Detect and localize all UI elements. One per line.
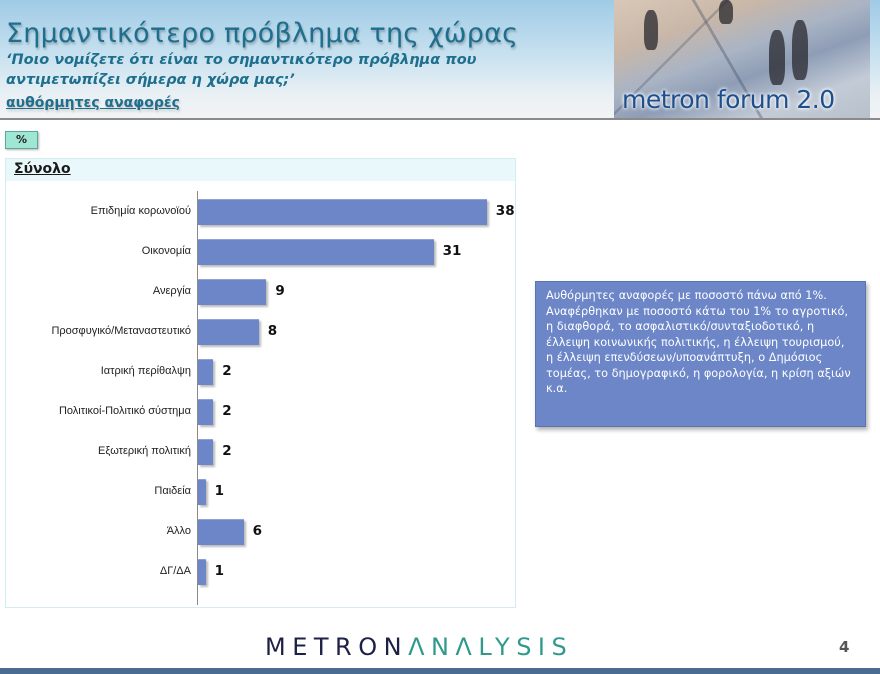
bar-row: Εξωτερική πολιτική 2	[6, 439, 517, 465]
bar	[198, 239, 434, 265]
category-label: Εξωτερική πολιτική	[97, 445, 191, 457]
bar-value-label: 1	[214, 483, 224, 499]
bar	[198, 279, 267, 305]
bar-row: Ιατρική περίθαλψη 2	[6, 359, 517, 385]
bar-row: Πολιτικοί-Πολιτικό σύστημα 2	[6, 399, 517, 425]
category-label: Παιδεία	[154, 485, 191, 497]
bar	[198, 559, 206, 585]
page-number: 4	[839, 638, 850, 656]
bar-value-label: 6	[252, 523, 262, 539]
category-label: Ιατρική περίθαλψη	[100, 365, 191, 377]
bar	[198, 519, 244, 545]
chart-panel: Σύνολο Επιδημία κορωνοϊού 38 Οικονομία 31 Αν…	[5, 158, 516, 608]
bar-row: Προσφυγικό/Μεταναστευτικό 8	[6, 319, 517, 345]
bar	[198, 319, 259, 345]
bar-value-label: 2	[222, 403, 232, 419]
chart-panel-header: Σύνολο	[6, 159, 515, 181]
category-label: ΔΓ/ΔΑ	[159, 565, 191, 577]
bar-value-label: 1	[214, 563, 224, 579]
metron-analysis-logo: METRONΛNΛLYSIS	[265, 633, 573, 661]
bar-row: Ανεργία 9	[6, 279, 517, 305]
brand-part-metron: METRON	[265, 633, 409, 661]
bar-value-label: 9	[275, 283, 285, 299]
bar-value-label: 31	[442, 243, 462, 259]
bar-value-label: 2	[222, 363, 232, 379]
bar-row: Παιδεία 1	[6, 479, 517, 505]
bar-row: Άλλο 6	[6, 519, 517, 545]
category-label: Επιδημία κορωνοϊού	[90, 205, 191, 217]
category-label: Προσφυγικό/Μεταναστευτικό	[51, 325, 191, 337]
category-label: Άλλο	[166, 525, 191, 537]
response-type-label: αυθόρμητες αναφορές	[6, 95, 180, 111]
bar-row: Οικονομία 31	[6, 239, 517, 265]
bar-value-label: 8	[267, 323, 278, 339]
footer-bar	[0, 668, 880, 674]
footnote-box: Αυθόρμητες αναφορές με ποσοστό πάνω από …	[535, 281, 866, 427]
metron-forum-banner-image: metron forum 2.0	[614, 0, 870, 118]
category-label: Πολιτικοί-Πολιτικό σύστημα	[58, 405, 191, 417]
slide-title: Σημαντικότερο πρόβλημα της χώρας	[6, 18, 519, 49]
bar-value-label: 2	[222, 443, 232, 459]
slide-header: Σημαντικότερο πρόβλημα της χώρας ‘Ποιο ν…	[0, 0, 880, 120]
bar	[198, 359, 214, 385]
y-axis-line	[197, 191, 198, 605]
bar-value-label: 38	[495, 203, 515, 219]
bar-row: Επιδημία κορωνοϊού 38	[6, 199, 517, 225]
brand-part-analysis: ΛNΛLYSIS	[408, 633, 574, 661]
bar	[198, 439, 214, 465]
percent-unit-badge: %	[5, 131, 38, 149]
bar	[198, 399, 214, 425]
survey-question: ‘Ποιο νομίζετε ότι είναι το σημαντικότερ…	[6, 52, 477, 88]
category-label: Ανεργία	[152, 285, 191, 297]
bar	[198, 199, 487, 225]
category-label: Οικονομία	[141, 245, 191, 257]
bar-row: ΔΓ/ΔΑ 1	[6, 559, 517, 585]
chart-panel-title: Σύνολο	[14, 161, 71, 177]
metron-forum-logo: metron forum 2.0	[622, 85, 835, 114]
bar	[198, 479, 206, 505]
